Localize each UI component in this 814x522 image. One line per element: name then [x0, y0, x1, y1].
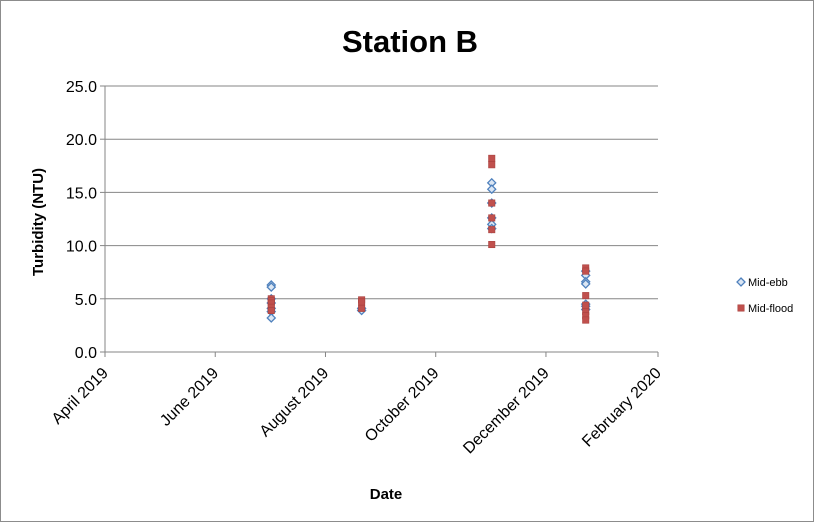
data-point-diamond — [266, 282, 277, 293]
data-points — [266, 154, 591, 324]
chart-title: Station B — [342, 24, 478, 59]
data-point-square — [488, 226, 496, 234]
legend-label: Mid-flood — [748, 303, 793, 315]
data-point-diamond — [580, 278, 591, 289]
data-point-square — [582, 292, 590, 300]
x-tick-label: February 2020 — [579, 365, 665, 451]
legend: Mid-ebb Mid-flood — [736, 277, 793, 315]
data-point-square — [488, 154, 496, 162]
y-tick-labels: 0.0 5.0 10.0 15.0 20.0 25.0 — [66, 79, 97, 362]
data-point-square — [582, 267, 590, 275]
data-point-square — [267, 307, 275, 315]
data-point-square — [358, 298, 366, 306]
data-point-square — [582, 301, 590, 309]
data-point-diamond — [266, 313, 277, 323]
x-tick-label: June 2019 — [157, 365, 222, 430]
data-point-square — [358, 304, 366, 312]
x-tick-label: August 2019 — [257, 365, 333, 441]
x-tick-label: April 2019 — [49, 365, 112, 428]
y-tick-label: 5.0 — [75, 292, 97, 309]
y-tick-label: 15.0 — [66, 185, 97, 202]
x-tick-labels: April 2019 June 2019 August 2019 October 20… — [49, 365, 665, 458]
data-point-diamond — [486, 184, 497, 195]
data-point-square — [582, 316, 590, 324]
axes — [104, 86, 659, 357]
x-tick-label: October 2019 — [362, 365, 443, 446]
y-tick-label: 0.0 — [75, 345, 97, 362]
data-point-square — [488, 214, 496, 222]
data-point-square — [488, 161, 496, 169]
x-axis-title: Date — [370, 486, 403, 503]
x-tick-label: December 2019 — [460, 365, 553, 458]
data-point-square — [488, 241, 496, 249]
y-tick-label: 10.0 — [66, 239, 97, 256]
legend-marker-diamond — [736, 277, 746, 287]
y-tick-label: 25.0 — [66, 79, 97, 96]
gridlines — [100, 85, 658, 353]
legend-marker-square — [737, 304, 745, 312]
legend-label: Mid-ebb — [748, 277, 788, 289]
y-tick-label: 20.0 — [66, 132, 97, 149]
y-axis-title: Turbidity (NTU) — [30, 168, 47, 276]
data-point-square — [488, 199, 496, 207]
